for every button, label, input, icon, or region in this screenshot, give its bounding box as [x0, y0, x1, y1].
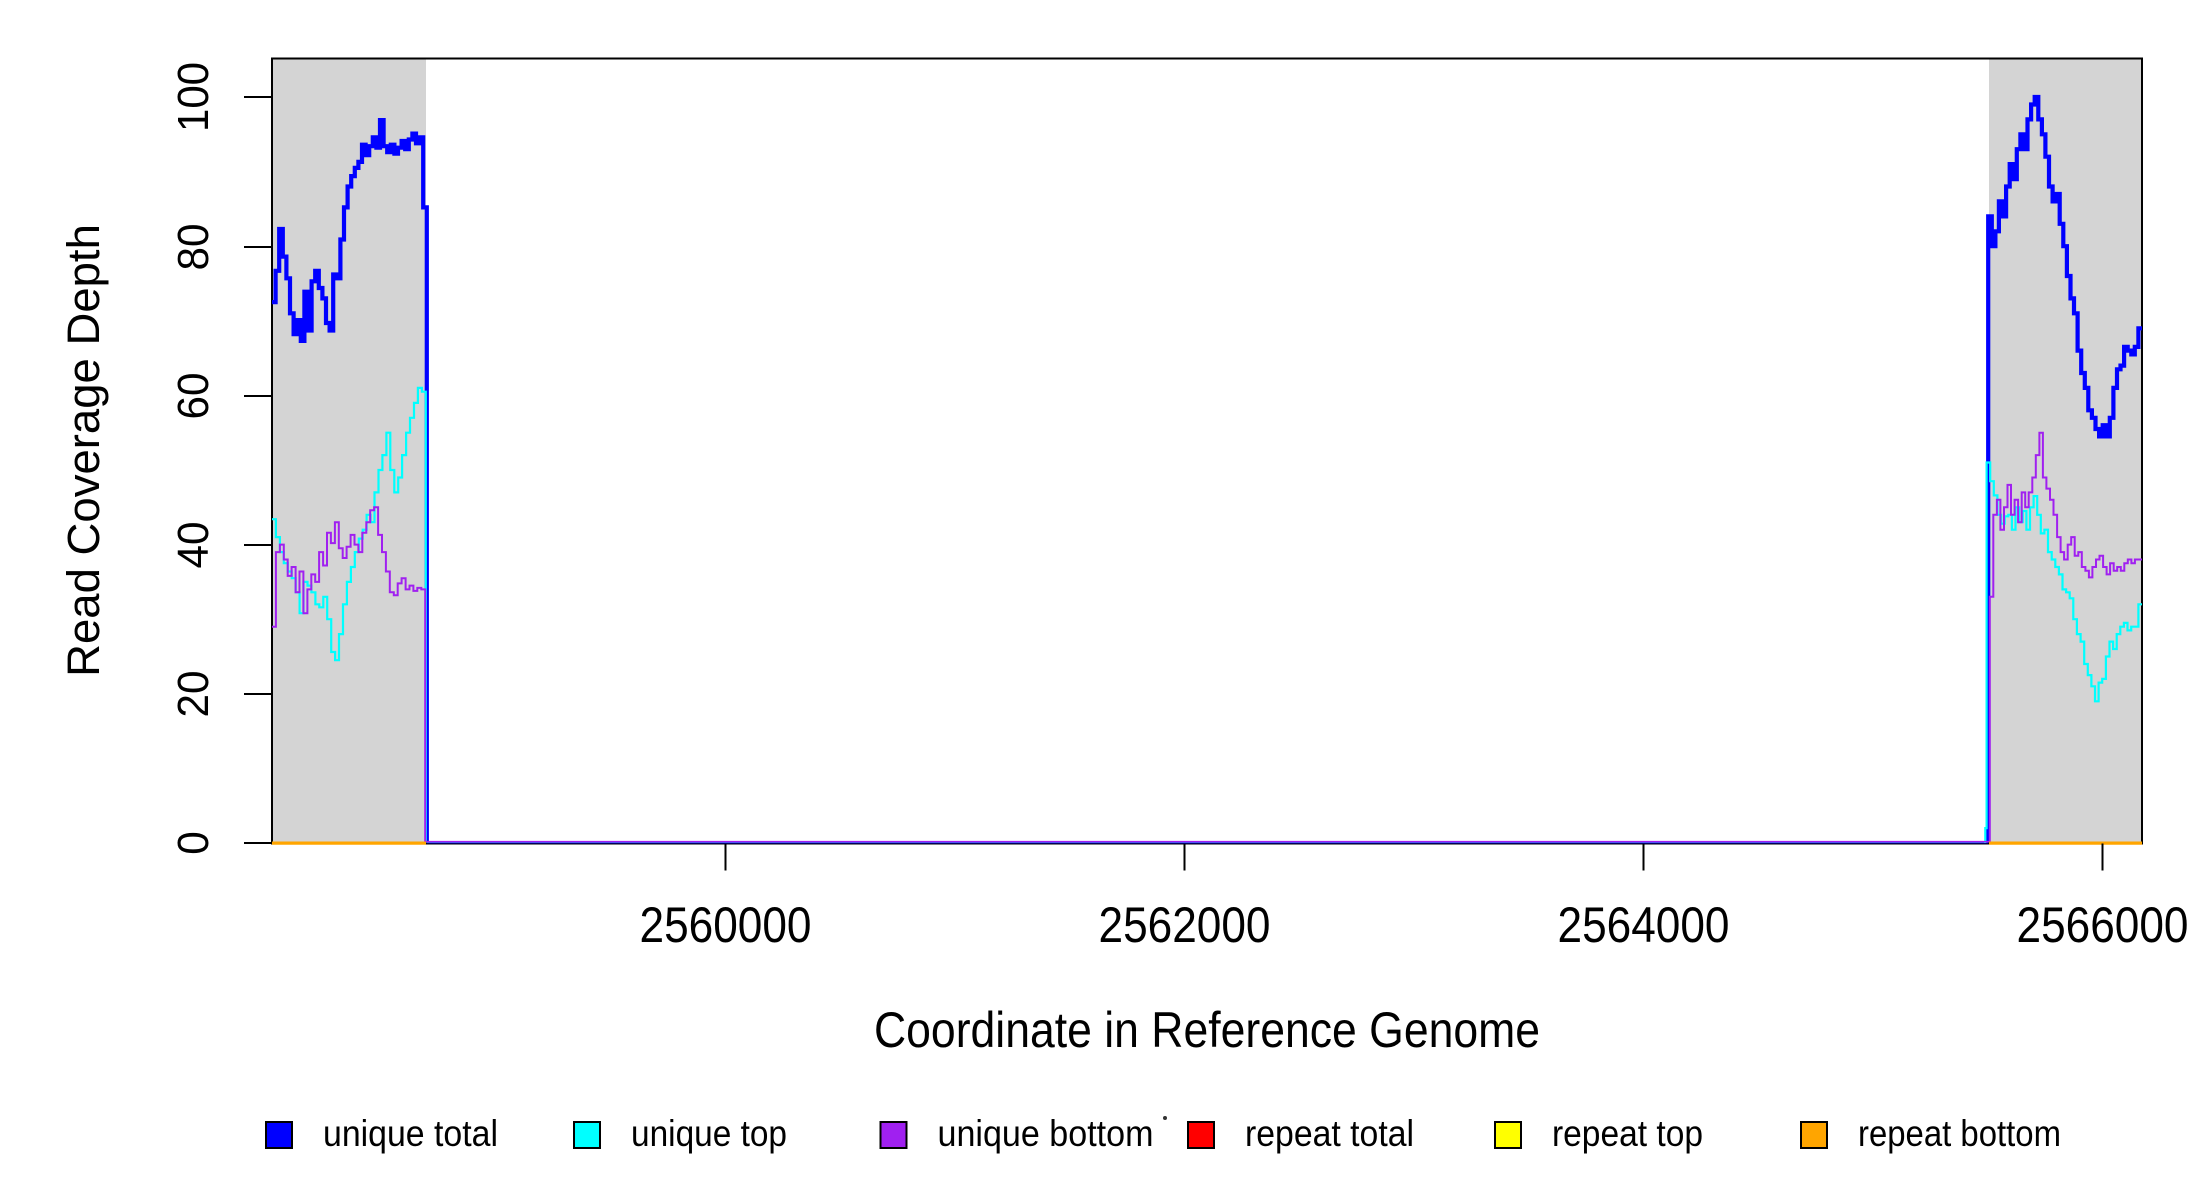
svg-text:20: 20: [169, 671, 218, 718]
svg-text:Read Coverage Depth: Read Coverage Depth: [58, 224, 109, 677]
svg-text:2560000: 2560000: [640, 897, 812, 953]
svg-text:2564000: 2564000: [1558, 897, 1730, 953]
svg-text:40: 40: [169, 522, 218, 569]
svg-text:unique total: unique total: [323, 1113, 498, 1154]
svg-text:repeat total: repeat total: [1245, 1113, 1414, 1154]
svg-text:100: 100: [169, 62, 218, 132]
svg-text:repeat bottom: repeat bottom: [1858, 1113, 2061, 1154]
svg-text:2566000: 2566000: [2017, 897, 2189, 953]
svg-text:Coordinate in Reference Genome: Coordinate in Reference Genome: [874, 1002, 1540, 1058]
svg-text:unique bottom: unique bottom: [938, 1113, 1154, 1154]
svg-text:repeat top: repeat top: [1552, 1113, 1703, 1154]
svg-text:60: 60: [169, 373, 218, 420]
svg-text:0: 0: [169, 831, 218, 855]
svg-text:2562000: 2562000: [1099, 897, 1271, 953]
svg-text:80: 80: [169, 224, 218, 271]
svg-text:unique top: unique top: [631, 1113, 787, 1154]
